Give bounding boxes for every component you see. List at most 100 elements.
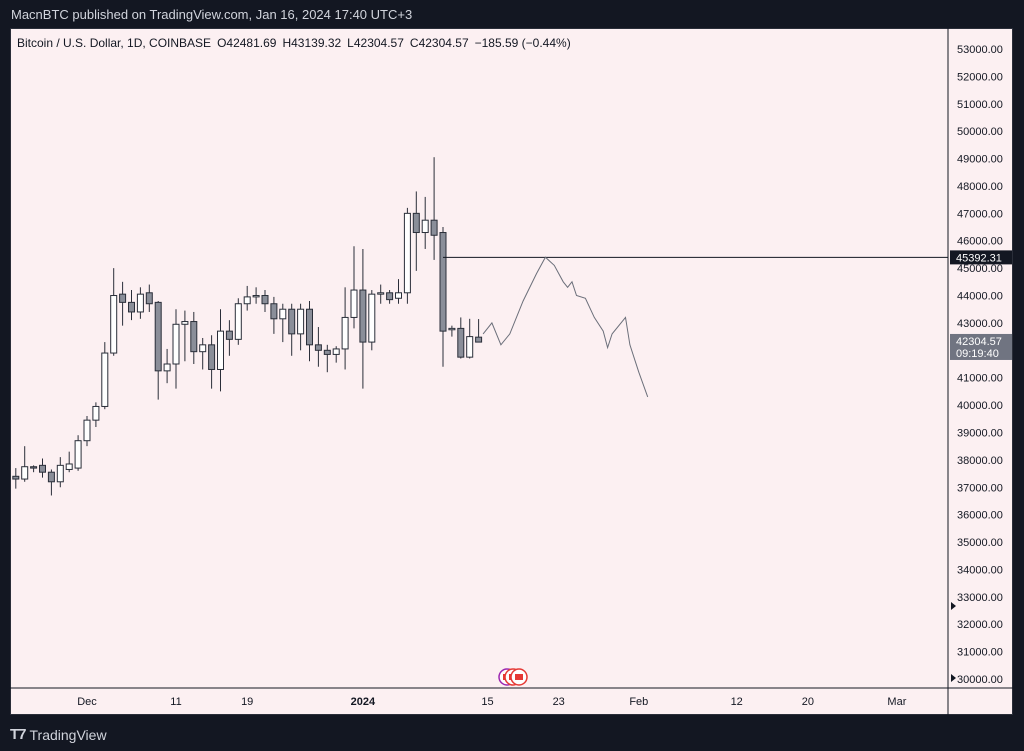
- flag-stripe-icon: [515, 674, 523, 680]
- last-price-badge: [950, 333, 1012, 360]
- candle-body[interactable]: [466, 336, 474, 358]
- price-chart[interactable]: 53000.00 52000.00 51000.00 50000.00 49000.00…: [10, 28, 1013, 715]
- legend-high: H43139.32: [282, 36, 342, 50]
- candle-body[interactable]: [359, 289, 367, 343]
- time-tick-label: Feb: [629, 696, 648, 708]
- price-tick-label: 44000.00: [957, 291, 1003, 303]
- candle-body[interactable]: [110, 295, 118, 354]
- legend-close: C42304.57: [409, 36, 469, 50]
- candle-body[interactable]: [403, 212, 411, 294]
- price-tick-label: 43000.00: [957, 318, 1003, 330]
- candle-body[interactable]: [83, 419, 91, 442]
- candle-body[interactable]: [252, 295, 260, 298]
- legend-open: O42481.69: [217, 36, 277, 50]
- candle-body[interactable]: [323, 349, 331, 355]
- candle-body[interactable]: [181, 321, 189, 325]
- candle-body[interactable]: [457, 327, 465, 358]
- price-tick-label: 45000.00: [957, 263, 1003, 275]
- price-tick-label: 39000.00: [957, 427, 1003, 439]
- candle-body[interactable]: [154, 301, 162, 372]
- candle-body[interactable]: [47, 471, 55, 483]
- price-tick-label: 31000.00: [957, 647, 1003, 659]
- candle-body[interactable]: [119, 293, 127, 303]
- bar-countdown-label: 09:19:40: [956, 348, 999, 360]
- candle-body[interactable]: [448, 327, 456, 331]
- candle-body[interactable]: [412, 212, 420, 234]
- symbol-legend: Bitcoin / U.S. Dollar, 1D, COINBASE O4248…: [17, 36, 577, 50]
- scroll-marker-icon[interactable]: [951, 674, 956, 682]
- candle-body[interactable]: [225, 330, 233, 340]
- candle-body[interactable]: [350, 289, 358, 318]
- candle-body[interactable]: [297, 308, 305, 335]
- scroll-marker-icon[interactable]: [951, 602, 956, 610]
- candle-body[interactable]: [377, 292, 385, 295]
- candle-body[interactable]: [163, 363, 171, 372]
- tradingview-brand[interactable]: T7 TradingView: [10, 726, 107, 743]
- chart-frame[interactable]: [10, 28, 1013, 715]
- candle-body[interactable]: [314, 344, 322, 351]
- legend-change: −185.59 (−0.44%): [474, 36, 571, 50]
- candle-body[interactable]: [279, 308, 287, 320]
- price-tick-label: 48000.00: [957, 181, 1003, 193]
- price-tick-label: 51000.00: [957, 99, 1003, 111]
- time-tick-label: 11: [170, 696, 181, 708]
- price-tick-label: 34000.00: [957, 564, 1003, 576]
- time-tick-label: 23: [553, 696, 565, 708]
- tradingview-logo-icon: T7: [10, 726, 26, 743]
- candle-body[interactable]: [56, 464, 64, 483]
- candle-body[interactable]: [217, 330, 224, 370]
- candle-body[interactable]: [136, 293, 144, 313]
- candle-body[interactable]: [74, 440, 82, 469]
- candle-body[interactable]: [199, 344, 207, 353]
- brand-label: TradingView: [29, 726, 107, 743]
- level-price-label: 45392.31: [956, 252, 1002, 264]
- price-tick-label: 30000.00: [957, 674, 1003, 686]
- time-tick-label: Mar: [887, 696, 906, 708]
- candle-body[interactable]: [306, 308, 313, 346]
- legend-symbol: Bitcoin / U.S. Dollar, 1D, COINBASE: [17, 36, 212, 50]
- time-tick-label: 20: [802, 696, 814, 708]
- candle-body[interactable]: [172, 323, 180, 365]
- candle-body[interactable]: [243, 296, 251, 305]
- candle-body[interactable]: [92, 405, 100, 421]
- price-tick-label: 36000.00: [957, 510, 1003, 522]
- candle-body[interactable]: [368, 293, 376, 343]
- candle-body[interactable]: [439, 232, 447, 332]
- price-tick-label: 40000.00: [957, 400, 1003, 412]
- last-price-label: 42304.57: [956, 336, 1002, 348]
- candle-body[interactable]: [421, 219, 429, 234]
- candle-body[interactable]: [128, 301, 135, 313]
- time-tick-label: Dec: [77, 696, 97, 708]
- candle-body[interactable]: [430, 219, 438, 236]
- candle-body[interactable]: [101, 352, 109, 407]
- level-price-badge: [950, 250, 1012, 265]
- candle-body[interactable]: [30, 466, 38, 469]
- price-tick-label: 46000.00: [957, 236, 1003, 248]
- time-tick-label: 12: [731, 696, 743, 708]
- price-tick-label: 33000.00: [957, 592, 1003, 604]
- candle-body[interactable]: [39, 464, 46, 473]
- candle-body[interactable]: [288, 308, 296, 335]
- projection-path[interactable]: [482, 256, 649, 398]
- price-tick-label: 41000.00: [957, 373, 1003, 385]
- candle-body[interactable]: [234, 303, 242, 340]
- candle-body[interactable]: [332, 348, 340, 355]
- candle-body[interactable]: [261, 295, 269, 305]
- price-tick-label: 50000.00: [957, 126, 1003, 138]
- candle-body[interactable]: [475, 336, 483, 343]
- candle-body[interactable]: [341, 316, 349, 350]
- candle-body[interactable]: [21, 466, 29, 480]
- price-tick-label: 38000.00: [957, 455, 1003, 467]
- time-tick-label: 2024: [351, 696, 376, 708]
- candle-body[interactable]: [12, 475, 20, 480]
- candle-body[interactable]: [65, 463, 73, 470]
- price-tick-label: 37000.00: [957, 482, 1003, 494]
- price-tick-label: 53000.00: [957, 44, 1003, 56]
- legend-low: L42304.57: [347, 36, 404, 50]
- candle-body[interactable]: [190, 321, 198, 353]
- candle-body[interactable]: [395, 292, 402, 299]
- candle-body[interactable]: [386, 292, 394, 301]
- candle-body[interactable]: [270, 303, 278, 320]
- candle-body[interactable]: [145, 292, 153, 305]
- candle-body[interactable]: [208, 344, 216, 370]
